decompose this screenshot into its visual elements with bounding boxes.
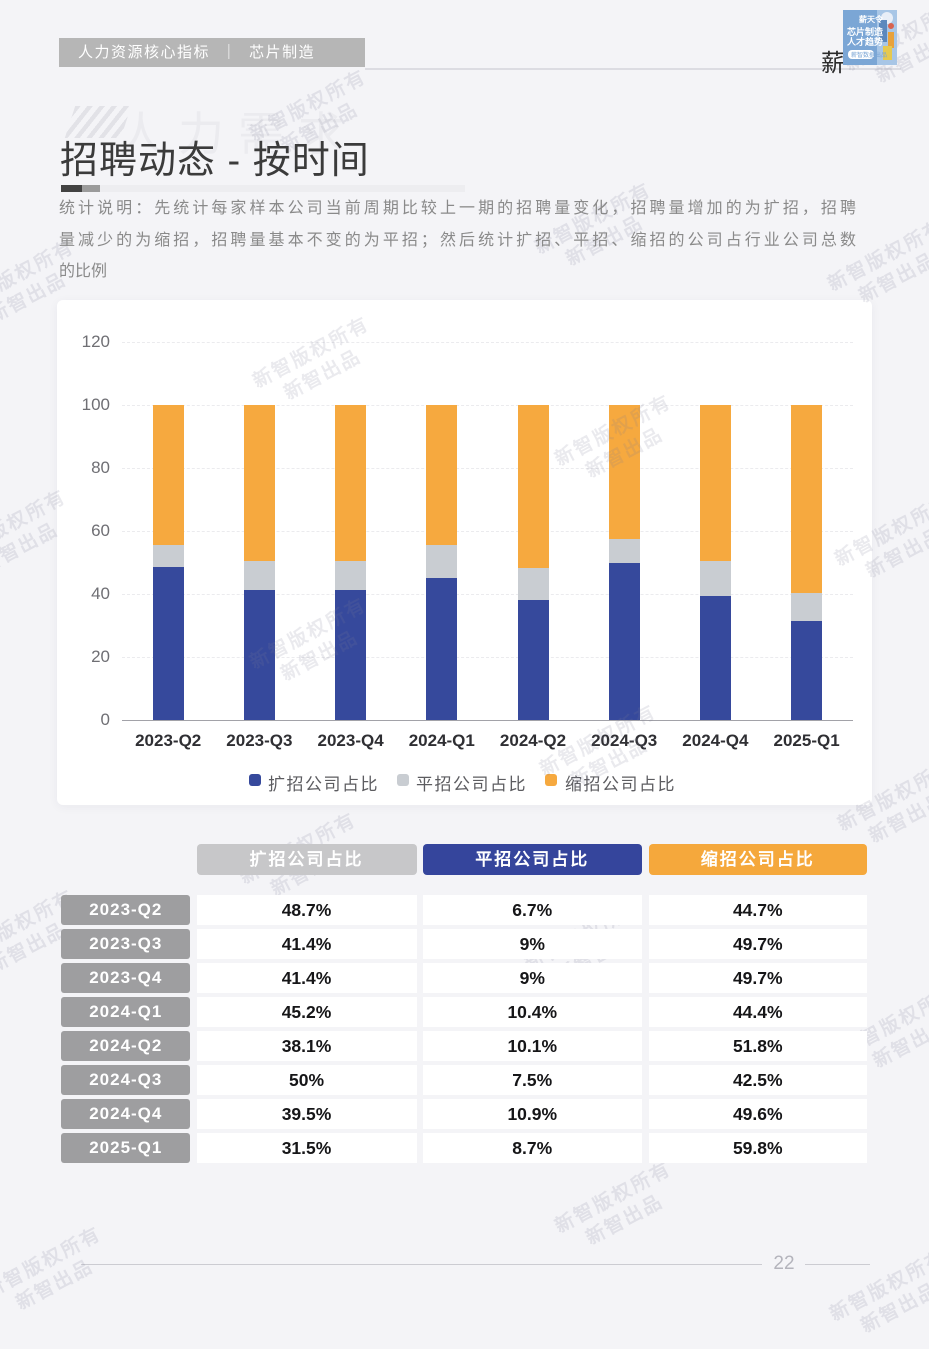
svg-text:芯片制造: 芯片制造 <box>847 26 884 37</box>
svg-text:薪智数据出品: 薪智数据出品 <box>851 51 887 59</box>
svg-text:人才趋势: 人才趋势 <box>846 36 883 47</box>
svg-text:薪天令: 薪天令 <box>859 14 884 24</box>
